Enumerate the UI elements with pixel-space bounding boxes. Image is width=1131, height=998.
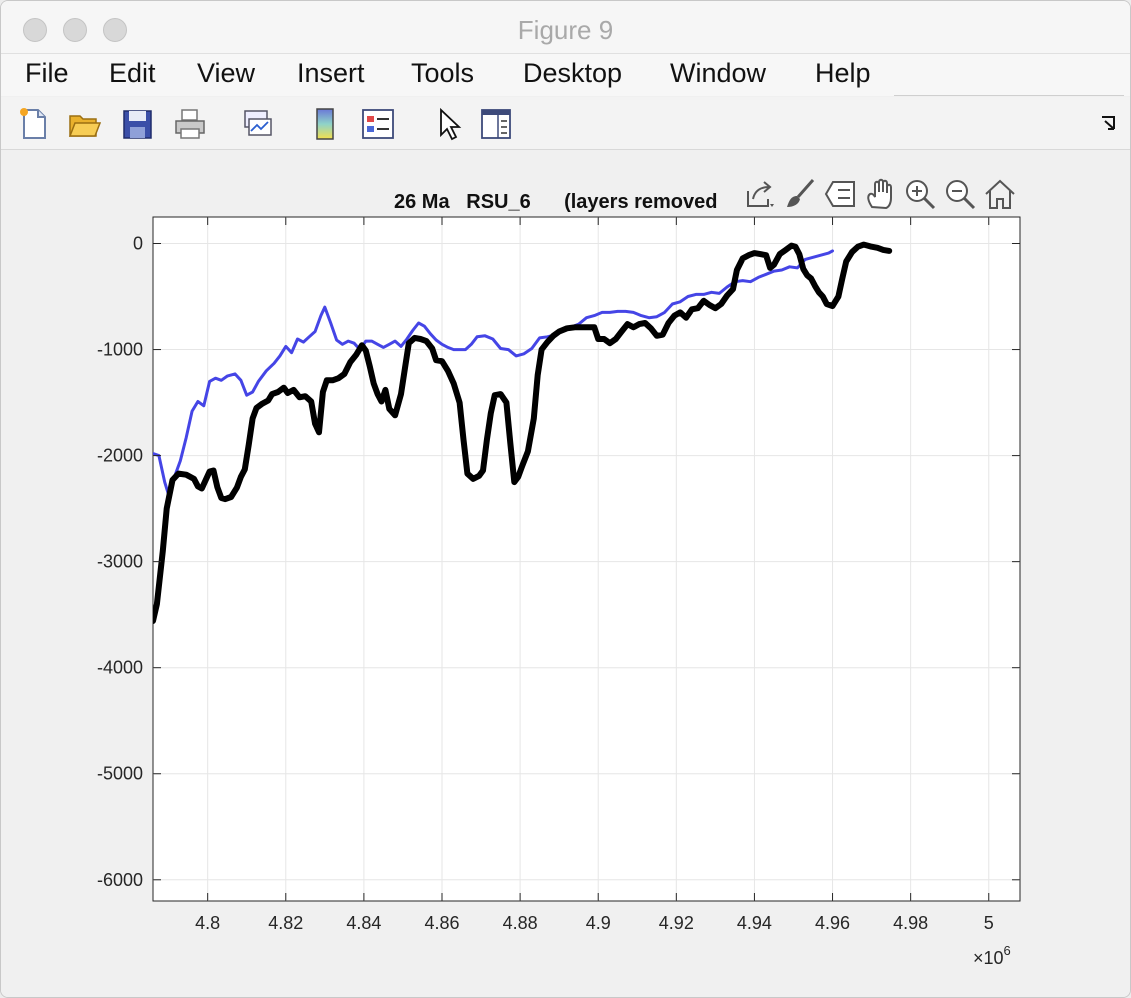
- y-tick-label: -1000: [97, 340, 143, 360]
- figure-toolbar: [1, 97, 1130, 150]
- brush-icon[interactable]: [783, 177, 817, 211]
- tick-labels: 4.8 4.82 4.84 4.86 4.88 4.9 4.92 4.94 4.96 4.98 5 0…: [97, 217, 1020, 933]
- zoom-out-icon[interactable]: [943, 177, 977, 211]
- x-tick-label: 4.82: [268, 913, 303, 933]
- menu-file[interactable]: File: [25, 58, 69, 88]
- y-tick-label: -2000: [97, 446, 143, 466]
- x-tick-label: 4.84: [346, 913, 381, 933]
- colorbar-icon[interactable]: [309, 107, 343, 141]
- x-tick-label: 4.86: [424, 913, 459, 933]
- y-tick-label: -4000: [97, 658, 143, 678]
- title-bar: Figure 9: [1, 1, 1130, 54]
- menu-edit[interactable]: Edit: [109, 58, 156, 88]
- export-icon[interactable]: [743, 177, 777, 211]
- minimize-window-button[interactable]: [63, 18, 87, 42]
- x-tick-label: 5: [984, 913, 994, 933]
- x-tick-label: 4.9: [586, 913, 611, 933]
- dock-arrow-icon[interactable]: [1099, 111, 1121, 133]
- window-title: Figure 9: [517, 15, 614, 45]
- save-icon[interactable]: [121, 107, 155, 141]
- y-tick-label: -6000: [97, 870, 143, 890]
- grid-lines: [153, 217, 1020, 901]
- new-figure-icon[interactable]: [17, 107, 51, 141]
- menu-insert[interactable]: Insert: [297, 58, 365, 88]
- close-window-button[interactable]: [23, 18, 47, 42]
- link-plot-icon[interactable]: [241, 107, 275, 141]
- property-inspector-icon[interactable]: [479, 107, 513, 141]
- x-tick-label: 4.88: [503, 913, 538, 933]
- menu-desktop[interactable]: Desktop: [523, 58, 623, 88]
- menu-window[interactable]: Window: [670, 58, 767, 88]
- chart-title: 26 Ma RSU_6 (layers removed: [394, 191, 718, 213]
- y-tick-label: 0: [133, 234, 143, 254]
- zoom-window-button[interactable]: [103, 18, 127, 42]
- edit-plot-pointer-icon[interactable]: [433, 107, 467, 141]
- menu-divider: [894, 95, 1124, 96]
- x-tick-label: 4.92: [659, 913, 694, 933]
- menu-view[interactable]: View: [197, 58, 256, 88]
- menu-help[interactable]: Help: [815, 58, 871, 88]
- pan-icon[interactable]: [863, 177, 897, 211]
- x-tick-label: 4.94: [737, 913, 772, 933]
- axes-box[interactable]: [152, 216, 1021, 902]
- zoom-in-icon[interactable]: [903, 177, 937, 211]
- data-tips-icon[interactable]: [823, 177, 857, 211]
- menu-tools[interactable]: Tools: [411, 58, 475, 88]
- print-icon[interactable]: [173, 107, 207, 141]
- x-tick-label: 4.96: [815, 913, 850, 933]
- y-tick-label: -5000: [97, 764, 143, 784]
- x-tick-label: 4.8: [195, 913, 220, 933]
- x-axis-exponent-label: ×106: [973, 943, 1011, 968]
- x-tick-label: 4.98: [893, 913, 928, 933]
- menu-bar: File Edit View Insert Tools Desktop Wind…: [1, 54, 1130, 96]
- series-layer: [153, 241, 893, 624]
- y-tick-label: -3000: [97, 552, 143, 572]
- series-line-black: [153, 241, 893, 624]
- open-file-icon[interactable]: [67, 107, 101, 141]
- legend-icon[interactable]: [361, 107, 395, 141]
- restore-view-icon[interactable]: [983, 177, 1017, 211]
- series-line-blue: [153, 249, 834, 497]
